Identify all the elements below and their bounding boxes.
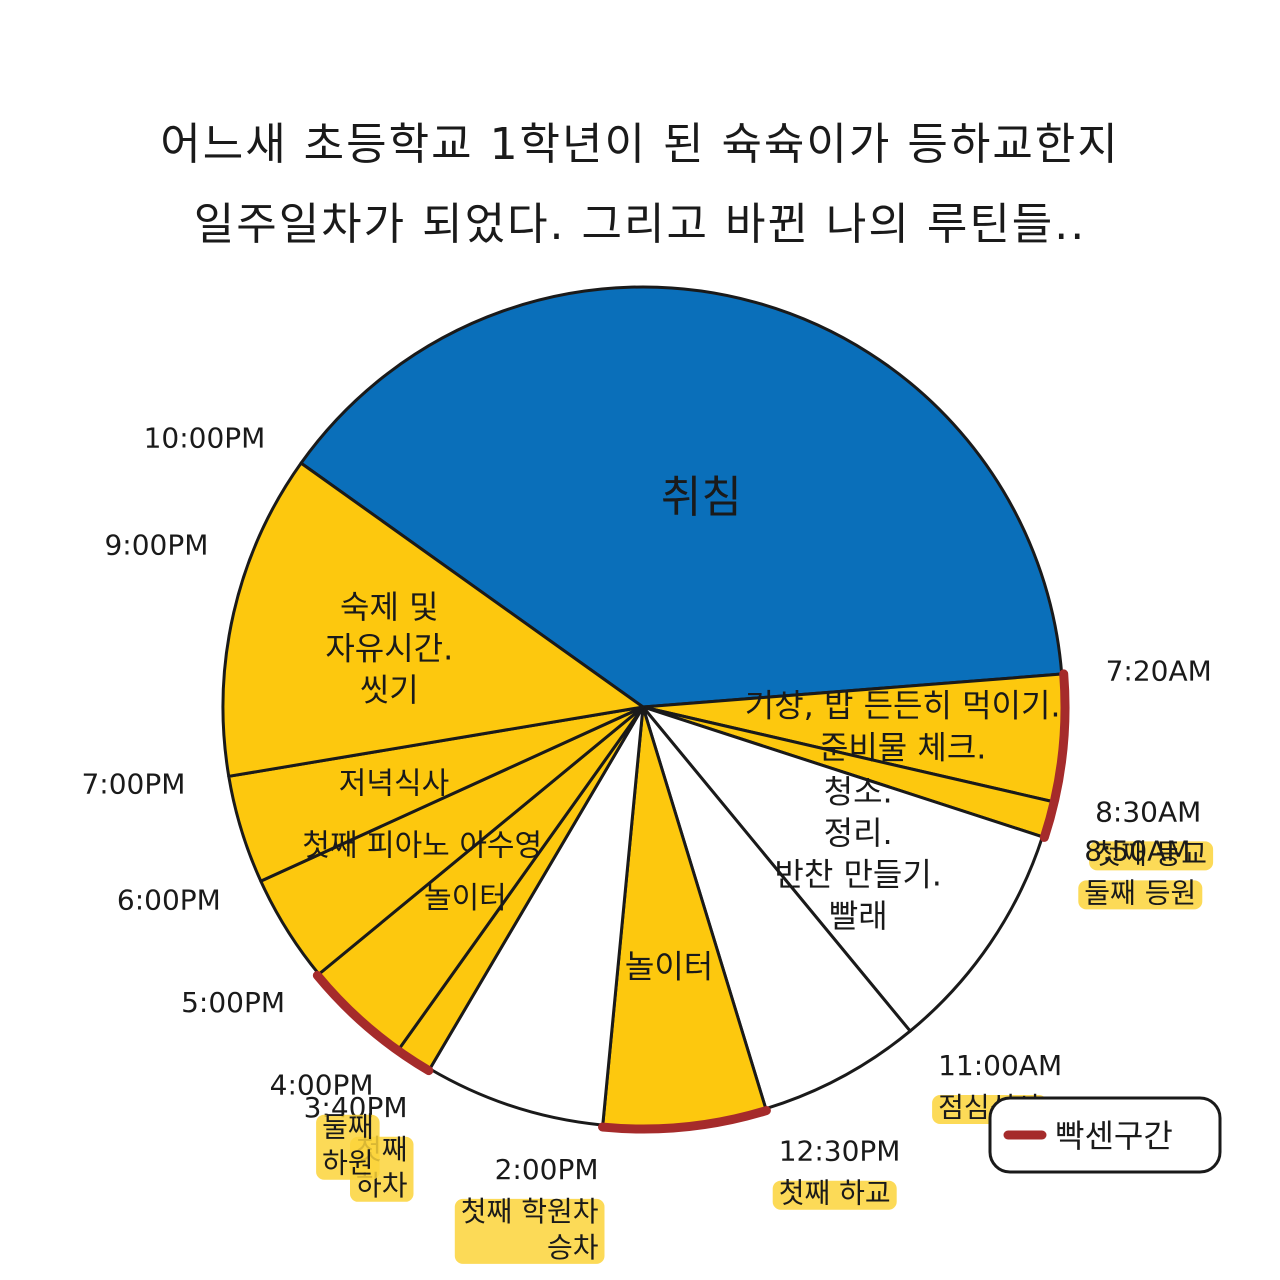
time-label-6-00pm: 6:00PM — [117, 883, 221, 916]
slice-label-7-00-pm: 숙제 및 자유시간. 씻기 — [325, 588, 453, 709]
time-text-4-00pm: 4:00PM — [270, 1069, 374, 1102]
pie-slice-10-00-pm-to-7-20-am — [299, 285, 1064, 709]
time-text-7-20am: 7:20AM — [1106, 655, 1212, 688]
slice-label-5-00-pm: 첫째 피아노 아수영 — [302, 829, 542, 864]
slice-label-7-20-am: 기상, 밥 든든히 먹이기. 준비물 체크. — [745, 687, 1061, 767]
time-text-7-00pm: 7:00PM — [81, 768, 185, 801]
time-label-7-20am: 7:20AM — [1106, 655, 1212, 688]
note-highlight-8-30am — [1089, 841, 1214, 871]
busy-period-arcs — [312, 669, 1070, 1134]
time-text-8-50am: 8:50AM — [1084, 834, 1190, 867]
title-line-1: 어느새 초등학교 1학년이 된 슉슉이가 등하교한지 — [160, 119, 1120, 170]
time-text-8-30am: 8:30AM — [1095, 795, 1201, 828]
time-label-8-50am: 8:50AM 둘째 등원 — [1078, 834, 1203, 910]
time-label-12-30pm: 12:30PM 첫째 하교 — [772, 1135, 901, 1210]
pie-slice-11-00-am-to-12-30-pm — [641, 705, 912, 1111]
slice-label-4-00-pm: 놀이터 — [424, 881, 507, 916]
busy-arc-3-40-pm-to-5-00-pm — [312, 970, 434, 1076]
time-note-8-50am: 둘째 등원 — [1084, 876, 1196, 909]
busy-arc-12-30-pm-to-2-00-pm — [598, 1106, 771, 1134]
time-text-11-00am: 11:00AM — [938, 1049, 1062, 1082]
time-text-12-30pm: 12:30PM — [779, 1135, 901, 1168]
note-highlight-8-50am — [1078, 880, 1203, 910]
time-label-9-00pm: 9:00PM — [104, 529, 208, 562]
time-text-2-00pm: 2:00PM — [495, 1153, 599, 1186]
note-highlight-12-30pm — [772, 1180, 897, 1210]
time-label-7-00pm: 7:00PM — [81, 768, 185, 801]
time-label-2-00pm: 2:00PM 첫째 학원차 승차 — [454, 1153, 605, 1264]
legend-label: 빡센구간 — [1055, 1117, 1173, 1155]
time-label-4-00pm: 4:00PM 둘째 하원 — [270, 1069, 380, 1180]
note-highlight-2-00pm — [454, 1198, 605, 1264]
legend-box — [988, 1096, 1222, 1174]
slice-label-6-00-pm: 저녁식사 — [339, 767, 449, 802]
slice-label-12-30-pm: 놀이터 — [625, 947, 713, 985]
pie-slice-8-50-am-to-11-00-am — [641, 705, 1044, 1033]
title-line-2: 일주일차가 되었다. 그리고 바뀐 나의 루틴들.. — [193, 199, 1087, 250]
time-note-4-00pm: 둘째 하원 — [322, 1111, 374, 1180]
pie-slice-7-00-pm-to-10-00-pm — [221, 461, 645, 778]
time-text-6-00pm: 6:00PM — [117, 883, 221, 916]
pie-slice-2-00-pm-to-3-40-pm — [428, 705, 645, 1127]
legend: 빡센구간 — [988, 1096, 1222, 1174]
time-label-10-00pm: 10:00PM — [144, 422, 266, 455]
busy-arc-7-20-am-to-8-50-am — [1039, 669, 1070, 842]
time-note-12-30pm: 첫째 하교 — [779, 1177, 891, 1210]
note-highlight-4-00pm — [316, 1114, 380, 1180]
time-note-2-00pm: 첫째 학원차 승차 — [461, 1195, 599, 1264]
time-label-8-30am: 8:30AM 첫째 등교 — [1089, 795, 1214, 871]
slice-label-8-50-am: 청소. 정리. 반찬 만들기. 빨래 — [774, 772, 942, 935]
time-text-5-00pm: 5:00PM — [181, 986, 285, 1019]
time-note-8-30am: 첫째 등교 — [1095, 837, 1207, 870]
time-text-9-00pm: 9:00PM — [104, 529, 208, 562]
time-label-5-00pm: 5:00PM — [181, 986, 285, 1019]
time-text-10-00pm: 10:00PM — [144, 422, 266, 455]
slice-label-10-00-pm: 취침 — [661, 472, 742, 523]
